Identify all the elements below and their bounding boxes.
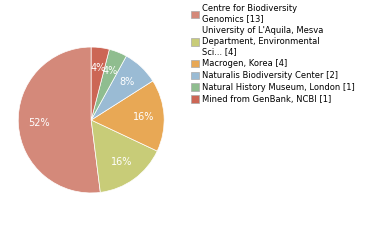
Legend: Centre for Biodiversity
Genomics [13], University of L'Aquila, Mesva
Department,: Centre for Biodiversity Genomics [13], U… [190, 4, 355, 104]
Wedge shape [91, 56, 153, 120]
Wedge shape [18, 47, 100, 193]
Wedge shape [91, 81, 164, 151]
Text: 8%: 8% [120, 77, 135, 87]
Text: 52%: 52% [28, 118, 49, 128]
Wedge shape [91, 49, 126, 120]
Wedge shape [91, 47, 109, 120]
Text: 4%: 4% [90, 63, 105, 73]
Text: 16%: 16% [133, 112, 154, 122]
Text: 4%: 4% [103, 66, 118, 76]
Text: 16%: 16% [111, 157, 133, 168]
Wedge shape [91, 120, 157, 192]
